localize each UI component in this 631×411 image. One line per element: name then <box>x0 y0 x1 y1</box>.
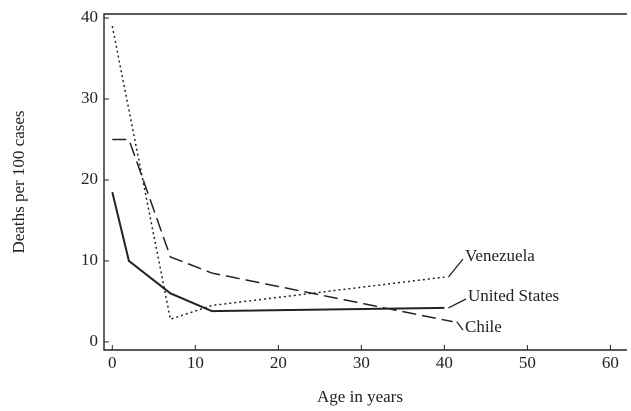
y-tick-label: 40 <box>81 7 98 26</box>
x-tick-label: 60 <box>602 353 619 372</box>
x-tick-label: 30 <box>353 353 370 372</box>
series-line <box>111 25 445 321</box>
axes <box>103 13 627 351</box>
series-line <box>111 191 445 313</box>
series-line <box>112 138 453 323</box>
y-tick-label: 10 <box>81 250 98 269</box>
x-tick-label: 40 <box>436 353 453 372</box>
series-label: Chile <box>465 317 502 336</box>
x-tick-label: 0 <box>108 353 117 372</box>
x-tick-label: 10 <box>187 353 204 372</box>
x-tick-label: 50 <box>519 353 536 372</box>
series-label: United States <box>468 286 559 305</box>
y-axis-label: Deaths per 100 cases <box>9 110 28 253</box>
x-axis-label: Age in years <box>317 387 403 406</box>
label-arrow <box>447 258 464 278</box>
y-tick-label: 0 <box>90 331 99 350</box>
y-tick-label: 20 <box>81 169 98 188</box>
x-tick-label: 20 <box>270 353 287 372</box>
label-arrow <box>456 321 464 331</box>
series-label: Venezuela <box>465 246 535 265</box>
label-arrow <box>448 298 467 309</box>
y-tick-label: 30 <box>81 88 98 107</box>
